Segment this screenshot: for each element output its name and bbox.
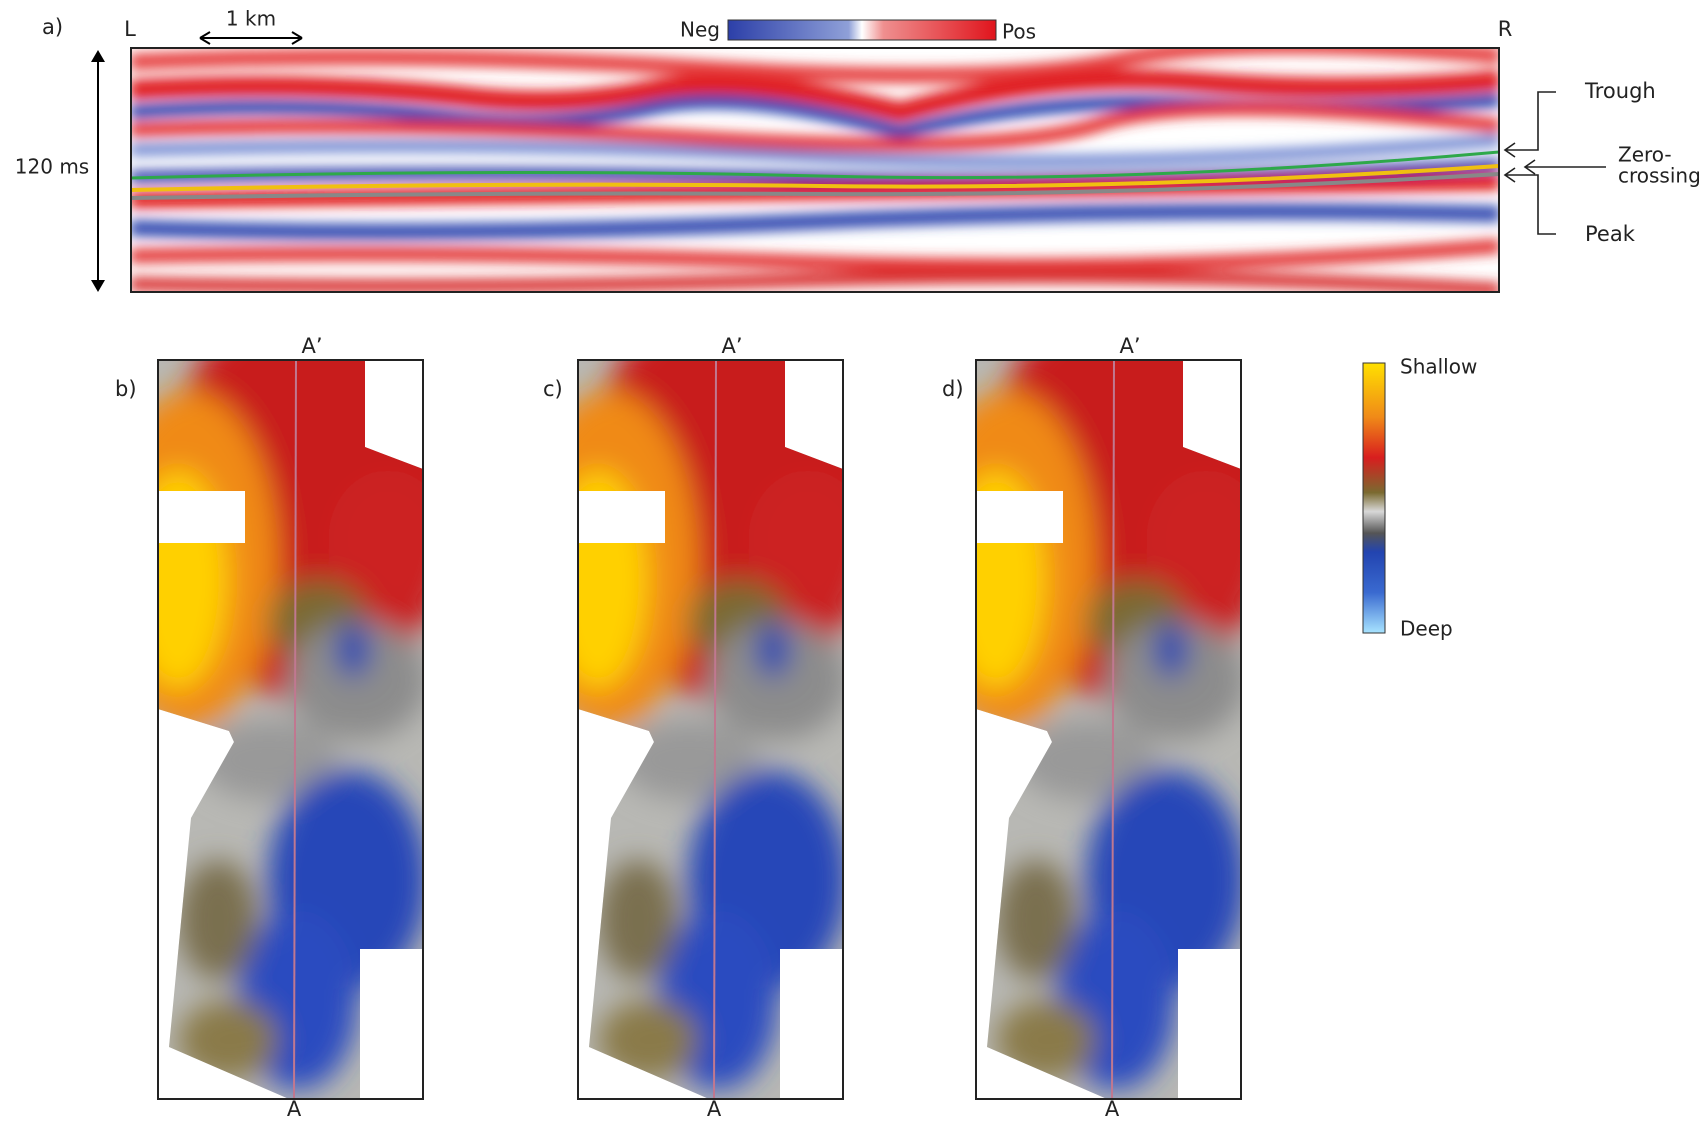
panel-label: d) [942,377,964,401]
panel-label: a) [42,15,63,39]
zero-crossing-label: crossing [1618,164,1701,188]
panel-label: b) [115,377,137,401]
map-bottom-label: A [1105,1097,1120,1121]
map-top-label: A’ [1119,334,1140,358]
depth-shallow-label: Shallow [1400,355,1477,379]
trough-label: Trough [1584,79,1656,103]
depth-colorbar [1363,363,1385,633]
map-top-label: A’ [301,334,322,358]
seismic-section [130,46,1500,292]
colorbar-neg: Neg [680,18,720,42]
peak-label: Peak [1585,222,1636,246]
map-bottom-label: A [287,1097,302,1121]
colorbar-pos: Pos [1002,20,1036,44]
scale-bar-label: 1 km [226,7,276,31]
map-c: c) A’ A [518,300,878,1121]
map-d: d) A’ A [916,300,1276,1121]
panel-label: c) [543,377,563,401]
map-top-label: A’ [721,334,742,358]
map-bottom-label: A [707,1097,722,1121]
annotation-lines [1505,92,1606,234]
right-label: R [1498,17,1513,41]
amplitude-colorbar [728,20,996,40]
left-label: L [124,17,136,41]
depth-deep-label: Deep [1400,617,1453,641]
figure: a) L R 1 km Neg Pos 120 ms Trough Zero- … [0,0,1702,1121]
time-label: 120 ms [15,155,89,179]
map-b: b) A’ A [98,300,458,1121]
